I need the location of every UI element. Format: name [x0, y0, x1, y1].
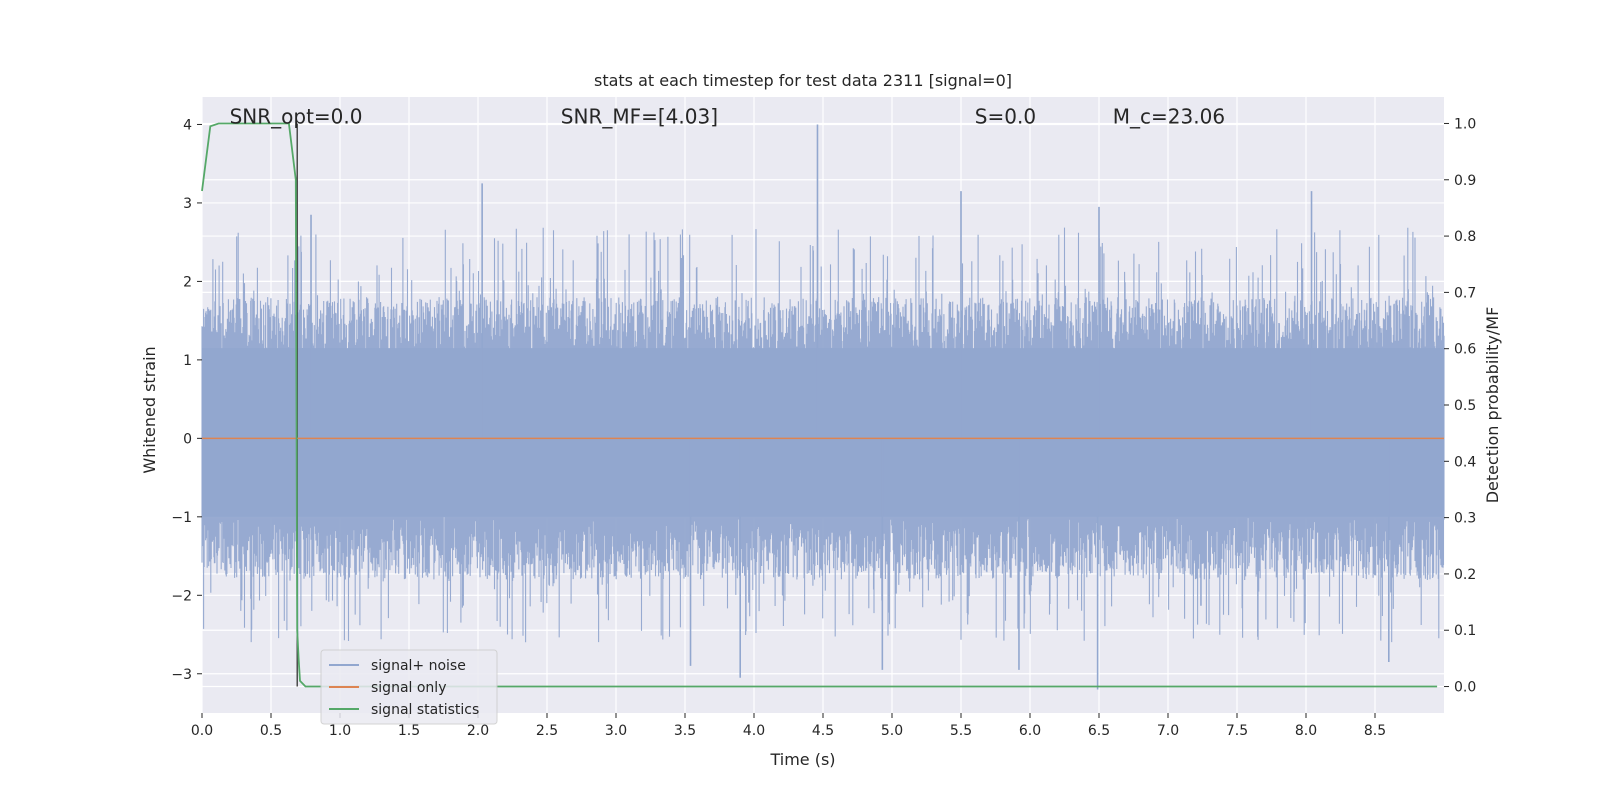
x-tick-label: 6.5 — [1088, 723, 1110, 739]
y-right-tick-label: 0.7 — [1454, 285, 1476, 301]
series-signal-plus-noise-core — [202, 348, 1444, 517]
x-tick-label: 6.0 — [1019, 723, 1041, 739]
x-tick-label: 3.0 — [605, 723, 627, 739]
x-axis-label: Time (s) — [769, 750, 835, 769]
y-right-tick-label: 1.0 — [1454, 116, 1476, 132]
y-right-tick-label: 0.9 — [1454, 173, 1476, 189]
y-right-tick-label: 0.6 — [1454, 342, 1476, 358]
x-tick-label: 8.5 — [1364, 723, 1386, 739]
x-tick-label: 5.0 — [881, 723, 903, 739]
y-right-tick-label: 0.3 — [1454, 511, 1476, 527]
y-tick-label: 2 — [183, 274, 192, 290]
y-tick-label: −2 — [171, 588, 192, 604]
chart-title: stats at each timestep for test data 231… — [594, 71, 1012, 90]
y-right-tick-label: 0.5 — [1454, 398, 1476, 414]
x-tick-label: 3.5 — [674, 723, 696, 739]
annotation-s: S=0.0 — [975, 105, 1036, 129]
x-tick-label: 0.5 — [260, 723, 282, 739]
x-tick-label: 2.0 — [467, 723, 489, 739]
y-right-tick-label: 0.4 — [1454, 454, 1476, 470]
y-tick-label: 4 — [183, 117, 192, 133]
x-tick-label: 0.0 — [191, 723, 213, 739]
legend-box — [320, 649, 498, 725]
legend-label: signal only — [371, 680, 446, 696]
annotation-snr-opt: SNR_opt=0.0 — [230, 105, 363, 129]
x-tick-label: 7.0 — [1157, 723, 1179, 739]
x-tick-label: 2.5 — [536, 723, 558, 739]
x-tick-label: 4.5 — [812, 723, 834, 739]
y-right-axis-label: Detection probability/MF — [1483, 307, 1502, 504]
y-right-tick-label: 0.2 — [1454, 567, 1476, 583]
x-tick-label: 4.0 — [743, 723, 765, 739]
x-tick-label: 8.0 — [1295, 723, 1317, 739]
annotation-snr-mf: SNR_MF=[4.03] — [561, 105, 718, 129]
y-tick-label: −3 — [171, 667, 192, 683]
y-axis-label: Whitened strain — [140, 346, 159, 473]
x-tick-label: 7.5 — [1226, 723, 1248, 739]
y-tick-label: −1 — [171, 510, 192, 526]
legend-label: signal statistics — [371, 702, 479, 718]
x-tick-label: 1.5 — [398, 723, 420, 739]
y-tick-label: 0 — [183, 431, 192, 447]
x-tick-label: 1.0 — [329, 723, 351, 739]
legend-label: signal+ noise — [371, 658, 466, 674]
y-right-tick-label: 0.1 — [1454, 623, 1476, 639]
y-tick-label: 3 — [183, 196, 192, 212]
annotation-mc: M_c=23.06 — [1113, 105, 1225, 129]
y-right-tick-label: 0.0 — [1454, 680, 1476, 696]
x-tick-label: 5.5 — [950, 723, 972, 739]
y-right-tick-label: 0.8 — [1454, 229, 1476, 245]
series-signal-statistics — [201, 122, 1438, 688]
y-tick-label: 1 — [183, 353, 192, 369]
